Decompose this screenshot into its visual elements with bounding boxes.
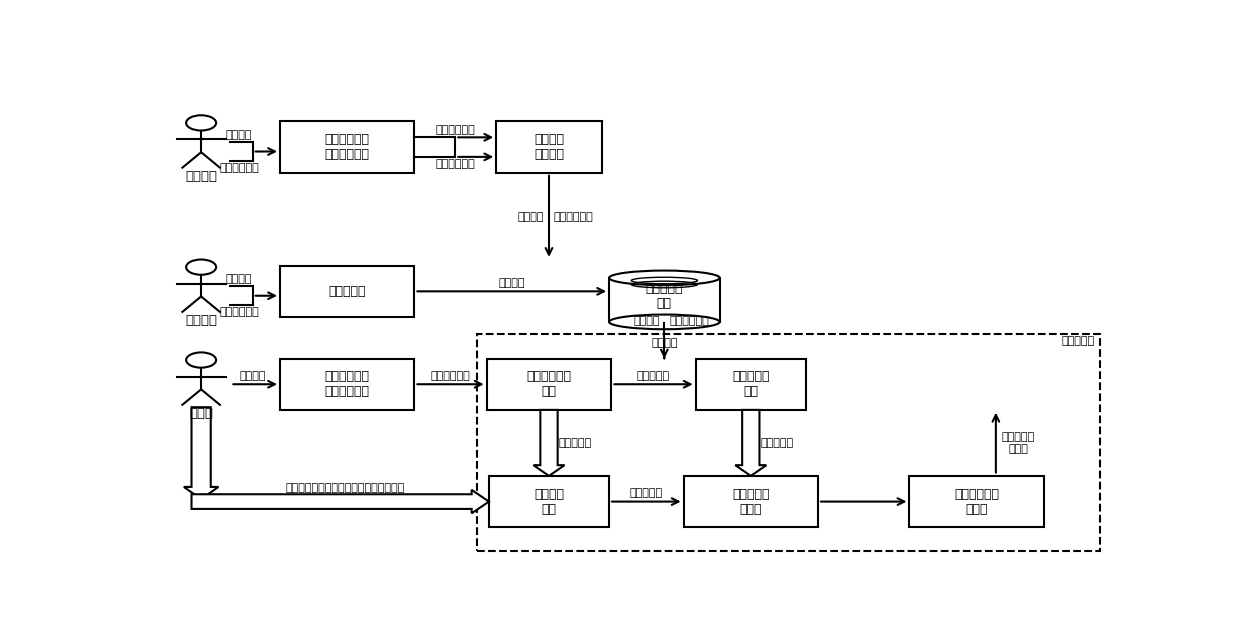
Bar <box>280 359 414 410</box>
Text: 炉子结构及钢
坯数据初始化: 炉子结构及钢 坯数据初始化 <box>325 370 370 398</box>
FancyArrow shape <box>533 410 564 476</box>
Text: 标准热工制度: 标准热工制度 <box>670 316 709 326</box>
Bar <box>909 476 1044 527</box>
Bar <box>280 121 414 173</box>
Bar <box>696 359 806 410</box>
Text: 钢坯参数: 钢坯参数 <box>226 130 253 140</box>
FancyArrow shape <box>191 490 489 513</box>
Text: 钢坯参数: 钢坯参数 <box>239 371 267 381</box>
Text: 钢坯数据结构: 钢坯数据结构 <box>435 159 475 170</box>
Text: 炉子数据结构: 炉子数据结构 <box>435 125 475 135</box>
Text: 自适应修正: 自适应修正 <box>329 285 366 298</box>
Text: 钢坯温度跟踪
计算: 钢坯温度跟踪 计算 <box>527 370 572 398</box>
Bar <box>683 476 818 527</box>
Text: 钢坯开轧温度: 钢坯开轧温度 <box>219 307 259 318</box>
Text: 加热目标参数: 加热目标参数 <box>219 163 259 173</box>
Ellipse shape <box>609 271 719 285</box>
Text: 钢坯参数: 钢坯参数 <box>226 274 253 284</box>
Text: 钢坯温度场: 钢坯温度场 <box>558 438 591 448</box>
FancyArrow shape <box>735 410 766 476</box>
Text: 待轧开始或结束时间（或待轧持续时间）: 待轧开始或结束时间（或待轧持续时间） <box>285 483 404 493</box>
Text: 炉温设定值
计算: 炉温设定值 计算 <box>732 370 770 398</box>
Text: 燃烧优化控
制模块: 燃烧优化控 制模块 <box>732 488 770 516</box>
Text: 加热曲线: 加热曲线 <box>518 212 544 222</box>
Text: 工艺人员: 工艺人员 <box>185 170 217 183</box>
Text: 修正系数: 修正系数 <box>498 278 525 288</box>
Text: 钢坯数据结构: 钢坯数据结构 <box>430 371 470 381</box>
Bar <box>489 476 609 527</box>
Text: 数据库管理
系统: 数据库管理 系统 <box>646 282 683 311</box>
Bar <box>477 334 1100 551</box>
Bar <box>496 121 601 173</box>
Ellipse shape <box>609 314 719 329</box>
Text: 应用系统: 应用系统 <box>185 314 217 327</box>
FancyArrow shape <box>184 407 218 499</box>
Bar <box>609 278 719 322</box>
Text: 优化参数及
调节量: 优化参数及 调节量 <box>1002 432 1034 454</box>
Text: 钢坯温度场: 钢坯温度场 <box>637 371 670 381</box>
Text: 炉温设定值: 炉温设定值 <box>630 488 663 498</box>
Text: 炉温设定值: 炉温设定值 <box>760 438 794 448</box>
Text: 周期性触发: 周期性触发 <box>1061 337 1095 346</box>
Bar <box>486 359 611 410</box>
Bar <box>280 265 414 317</box>
Text: 待轧决策
管理: 待轧决策 管理 <box>534 488 564 516</box>
Text: 炉子结构及钢
坯数据初始化: 炉子结构及钢 坯数据初始化 <box>325 133 370 161</box>
Text: 炉子基础自动
化系统: 炉子基础自动 化系统 <box>954 488 999 516</box>
Text: 修正系数: 修正系数 <box>651 338 677 348</box>
Text: 钢坯加热
曲线优化: 钢坯加热 曲线优化 <box>534 133 564 161</box>
Text: 加热曲线: 加热曲线 <box>634 316 660 326</box>
Text: 标准热工制度: 标准热工制度 <box>554 212 594 222</box>
Text: 操作工: 操作工 <box>190 407 213 420</box>
